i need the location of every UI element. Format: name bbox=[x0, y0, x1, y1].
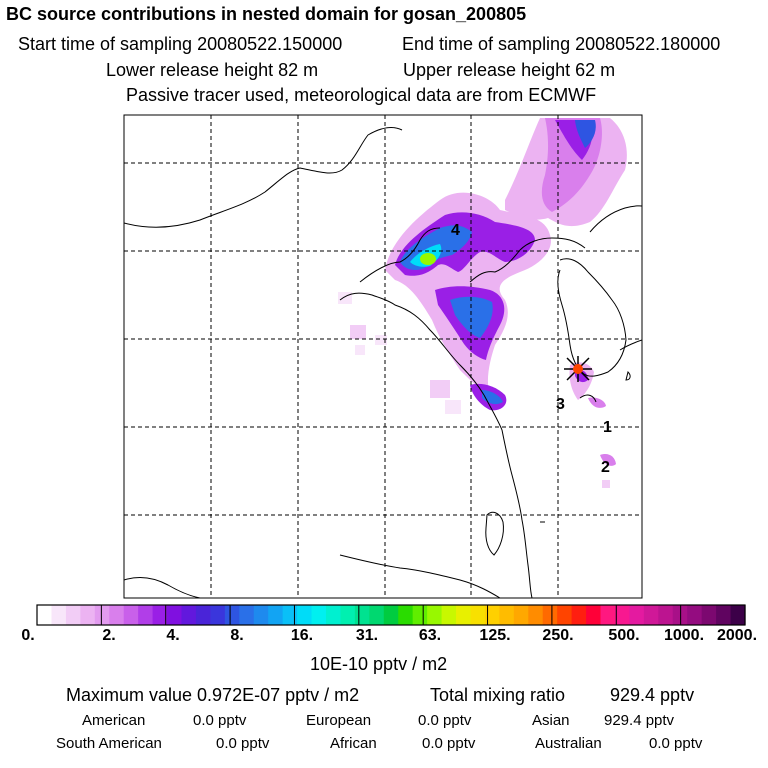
colorbar-cell bbox=[730, 605, 746, 625]
colorbar-cell bbox=[412, 605, 428, 625]
tracer-note: Passive tracer used, meteorological data… bbox=[126, 85, 597, 105]
colorbar-tick: 2000. bbox=[716, 627, 758, 644]
colorbar-cell bbox=[658, 605, 674, 625]
colorbar-cell bbox=[297, 605, 313, 625]
coastlines bbox=[124, 127, 642, 598]
colorbar-cell bbox=[398, 605, 414, 625]
colorbar-cell bbox=[138, 605, 154, 625]
site-label-3: 3 bbox=[556, 396, 565, 413]
colorbar-cell bbox=[441, 605, 457, 625]
colorbar-cell bbox=[253, 605, 269, 625]
colorbar-cell bbox=[152, 605, 168, 625]
region-value-australian: 0.0 pptv bbox=[649, 735, 703, 752]
colorbar-cell bbox=[167, 605, 183, 625]
colorbar-cell bbox=[94, 605, 110, 625]
colorbar-unit: 10E-10 pptv / m2 bbox=[310, 654, 448, 674]
colorbar-cell bbox=[542, 605, 558, 625]
colorbar-cell bbox=[499, 605, 515, 625]
region-value-asian: 929.4 pptv bbox=[604, 712, 675, 729]
region-name-european: European bbox=[306, 712, 372, 729]
colorbar-cell bbox=[65, 605, 81, 625]
colorbar-cell bbox=[123, 605, 139, 625]
colorbar-cell bbox=[210, 605, 226, 625]
total-mixing-ratio-label: Total mixing ratio bbox=[430, 685, 566, 705]
site-label-2: 2 bbox=[601, 459, 610, 476]
colorbar-cell bbox=[687, 605, 703, 625]
region-value-european: 0.0 pptv bbox=[418, 712, 472, 729]
colorbar-cell bbox=[586, 605, 602, 625]
site-label-4: 4 bbox=[451, 222, 460, 239]
colorbar-cell bbox=[383, 605, 399, 625]
colorbar-cell bbox=[629, 605, 645, 625]
region-name-australian: Australian bbox=[535, 735, 602, 752]
colorbar-cell bbox=[37, 605, 53, 625]
receptor-star-icon bbox=[564, 356, 592, 382]
site-label-1: 1 bbox=[603, 419, 612, 436]
colorbar-cell bbox=[528, 605, 544, 625]
colorbar-frame bbox=[36, 604, 746, 626]
region-value-african: 0.0 pptv bbox=[422, 735, 476, 752]
concentration-field bbox=[338, 118, 627, 488]
colorbar-cell bbox=[427, 605, 443, 625]
colorbar-tick: 4. bbox=[166, 627, 180, 644]
region-name-south-american: South American bbox=[56, 735, 162, 752]
colorbar-cell bbox=[224, 605, 240, 625]
colorbar-cell bbox=[181, 605, 197, 625]
start-time: Start time of sampling 20080522.150000 bbox=[18, 34, 343, 54]
colorbar-cell bbox=[239, 605, 255, 625]
colorbar-cell bbox=[571, 605, 587, 625]
colorbar-cell bbox=[282, 605, 298, 625]
colorbar-tick: 125. bbox=[479, 627, 511, 644]
map-frame bbox=[123, 114, 643, 599]
lat-lon-grid bbox=[124, 115, 642, 598]
region-value-american: 0.0 pptv bbox=[193, 712, 247, 729]
colorbar-cell bbox=[325, 605, 342, 625]
colorbar-cell bbox=[716, 605, 732, 625]
upper-release-height: Upper release height 62 m bbox=[403, 60, 616, 80]
colorbar-cell bbox=[456, 605, 472, 625]
colorbar-cell bbox=[557, 605, 573, 625]
total-mixing-ratio-value: 929.4 pptv bbox=[610, 685, 695, 705]
colorbar-cell bbox=[340, 605, 356, 625]
colorbar-tick: 31. bbox=[355, 627, 379, 644]
colorbar-cell bbox=[369, 605, 385, 625]
colorbar-cell bbox=[311, 605, 327, 625]
plot-title: BC source contributions in nested domain… bbox=[6, 4, 527, 24]
colorbar-cell bbox=[614, 605, 631, 625]
region-name-african: African bbox=[330, 735, 377, 752]
colorbar-cells bbox=[37, 605, 746, 625]
colorbar bbox=[36, 604, 746, 626]
colorbar-cell bbox=[51, 605, 67, 625]
colorbar-tick: 250. bbox=[542, 627, 574, 644]
colorbar-cell bbox=[513, 605, 529, 625]
colorbar-tick: 63. bbox=[418, 627, 442, 644]
colorbar-cell bbox=[643, 605, 659, 625]
colorbar-cell bbox=[109, 605, 125, 625]
colorbar-tick: 500. bbox=[608, 627, 640, 644]
colorbar-cell bbox=[484, 605, 500, 625]
region-name-asian: Asian bbox=[532, 712, 570, 729]
colorbar-cell bbox=[600, 605, 616, 625]
colorbar-cell bbox=[80, 605, 96, 625]
colorbar-cell bbox=[195, 605, 211, 625]
region-value-south-american: 0.0 pptv bbox=[216, 735, 270, 752]
maximum-value: Maximum value 0.972E-07 pptv / m2 bbox=[66, 685, 360, 705]
lower-release-height: Lower release height 82 m bbox=[106, 60, 319, 80]
colorbar-tick: 0. bbox=[21, 627, 35, 644]
colorbar-cell bbox=[354, 605, 370, 625]
colorbar-cell bbox=[268, 605, 284, 625]
colorbar-cell bbox=[470, 605, 486, 625]
colorbar-tick: 1000. bbox=[663, 627, 705, 644]
end-time: End time of sampling 20080522.180000 bbox=[402, 34, 721, 54]
colorbar-tick: 2. bbox=[102, 627, 116, 644]
region-name-american: American bbox=[82, 712, 146, 729]
colorbar-tick: 8. bbox=[230, 627, 244, 644]
colorbar-tick: 16. bbox=[290, 627, 314, 644]
colorbar-cell bbox=[701, 605, 717, 625]
